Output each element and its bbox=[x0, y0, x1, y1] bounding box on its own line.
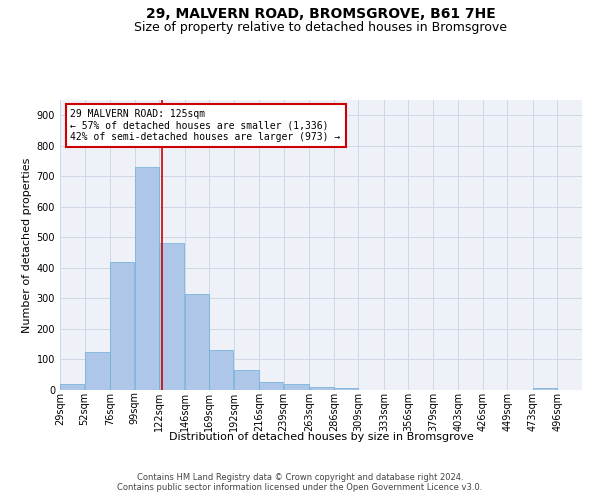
Text: Contains public sector information licensed under the Open Government Licence v3: Contains public sector information licen… bbox=[118, 484, 482, 492]
Text: Contains HM Land Registry data © Crown copyright and database right 2024.: Contains HM Land Registry data © Crown c… bbox=[137, 472, 463, 482]
Bar bbox=[533, 388, 557, 390]
Bar bbox=[234, 370, 259, 390]
Bar bbox=[209, 350, 233, 390]
Bar bbox=[110, 262, 134, 390]
Bar bbox=[310, 387, 334, 390]
Bar bbox=[284, 384, 309, 390]
Y-axis label: Number of detached properties: Number of detached properties bbox=[22, 158, 32, 332]
Text: 29, MALVERN ROAD, BROMSGROVE, B61 7HE: 29, MALVERN ROAD, BROMSGROVE, B61 7HE bbox=[146, 8, 496, 22]
Bar bbox=[334, 388, 358, 390]
Text: Size of property relative to detached houses in Bromsgrove: Size of property relative to detached ho… bbox=[134, 21, 508, 34]
Bar bbox=[135, 167, 159, 390]
Bar bbox=[85, 352, 110, 390]
Bar bbox=[60, 384, 84, 390]
Text: 29 MALVERN ROAD: 125sqm
← 57% of detached houses are smaller (1,336)
42% of semi: 29 MALVERN ROAD: 125sqm ← 57% of detache… bbox=[70, 108, 341, 142]
Bar bbox=[259, 382, 283, 390]
Text: Distribution of detached houses by size in Bromsgrove: Distribution of detached houses by size … bbox=[169, 432, 473, 442]
Bar bbox=[185, 294, 209, 390]
Bar bbox=[160, 242, 184, 390]
